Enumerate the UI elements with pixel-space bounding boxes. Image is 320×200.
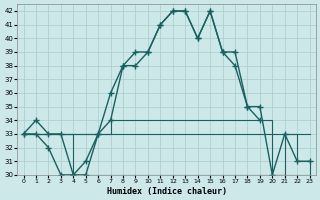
X-axis label: Humidex (Indice chaleur): Humidex (Indice chaleur): [107, 187, 227, 196]
